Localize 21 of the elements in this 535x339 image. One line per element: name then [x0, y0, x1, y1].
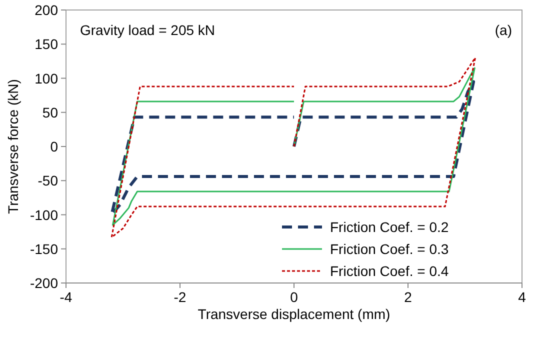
x-tick-label: -2	[174, 289, 186, 305]
y-tick-label: -150	[30, 240, 58, 257]
x-axis-title: Transverse displacement (mm)	[198, 306, 390, 322]
y-tick-label: -200	[30, 275, 58, 291]
legend-label: Friction Coef. = 0.2	[330, 219, 449, 235]
y-tick-label: 100	[34, 70, 58, 86]
y-axis-title: Transverse force (kN)	[5, 79, 21, 214]
legend-label: Friction Coef. = 0.3	[330, 241, 449, 257]
x-tick-label: 2	[404, 289, 412, 305]
y-tick-label: -100	[30, 206, 58, 223]
annotation: Gravity load = 205 kN	[80, 22, 216, 38]
y-tick-label: 50	[42, 104, 58, 120]
legend-label: Friction Coef. = 0.4	[330, 263, 449, 279]
y-tick-label: -50	[38, 172, 58, 189]
y-tick-label: 0	[50, 138, 58, 154]
y-tick-label: 200	[34, 2, 58, 18]
x-tick-label: 4	[518, 289, 526, 305]
x-tick-label: -4	[60, 289, 72, 305]
annotation: (a)	[494, 22, 512, 38]
y-tick-label: 150	[34, 36, 58, 52]
x-tick-label: 0	[290, 289, 298, 305]
